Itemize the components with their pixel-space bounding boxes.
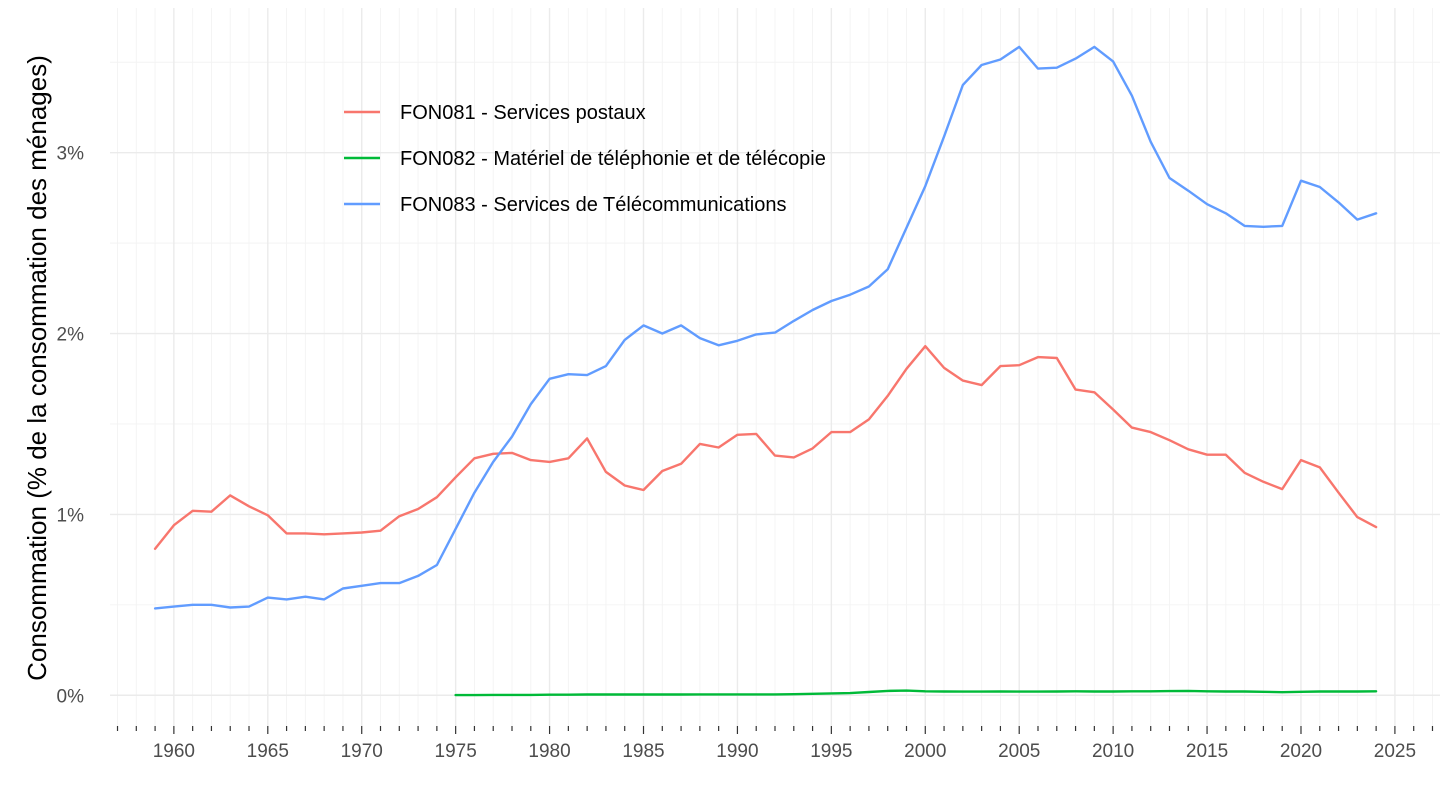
x-tick-label: 2005 [998,741,1040,762]
x-tick-label: 2020 [1280,741,1322,762]
x-tick-label: 2010 [1092,741,1134,762]
series-line [454,689,1378,697]
series-lines [153,45,1378,697]
x-tick-label: 1985 [622,741,664,762]
x-tick-label: 1980 [528,741,570,762]
x-tick-label: 2000 [904,741,946,762]
x-tick-label: 2025 [1374,741,1416,762]
legend-item: FON083 - Services de Télécommunications [344,194,786,216]
y-tick-label: 3% [57,144,85,165]
minor-gridlines [110,8,1440,726]
series-line [153,45,1378,610]
x-tick-label: 1960 [153,741,195,762]
series-line [153,345,1378,550]
major-gridlines [110,8,1440,726]
x-tick-label: 1970 [341,741,383,762]
x-tick-label: 1995 [810,741,852,762]
y-tick-label: 1% [57,505,85,526]
x-tick-label: 1965 [247,741,289,762]
x-tick-label: 1975 [435,741,477,762]
x-axis: 1960 1965 1970 1975 1980 1985 1990 1995 2000 2005… [116,726,1434,762]
x-tick-label: 2015 [1186,741,1228,762]
legend-label: FON083 - Services de Télécommunications [400,194,786,216]
legend: FON081 - Services postaux FON082 - Matéri… [344,102,826,216]
y-axis: 0% 1% 2% 3% [57,144,85,708]
legend-label: FON082 - Matériel de téléphonie et de té… [400,148,826,170]
x-tick-label: 1990 [716,741,758,762]
y-axis-title: Consommation (% de la consommation des m… [22,55,52,681]
legend-item: FON081 - Services postaux [344,102,646,124]
y-tick-label: 0% [57,686,85,707]
y-tick-label: 2% [57,325,85,346]
legend-item: FON082 - Matériel de téléphonie et de té… [344,148,826,170]
legend-label: FON081 - Services postaux [400,102,646,124]
